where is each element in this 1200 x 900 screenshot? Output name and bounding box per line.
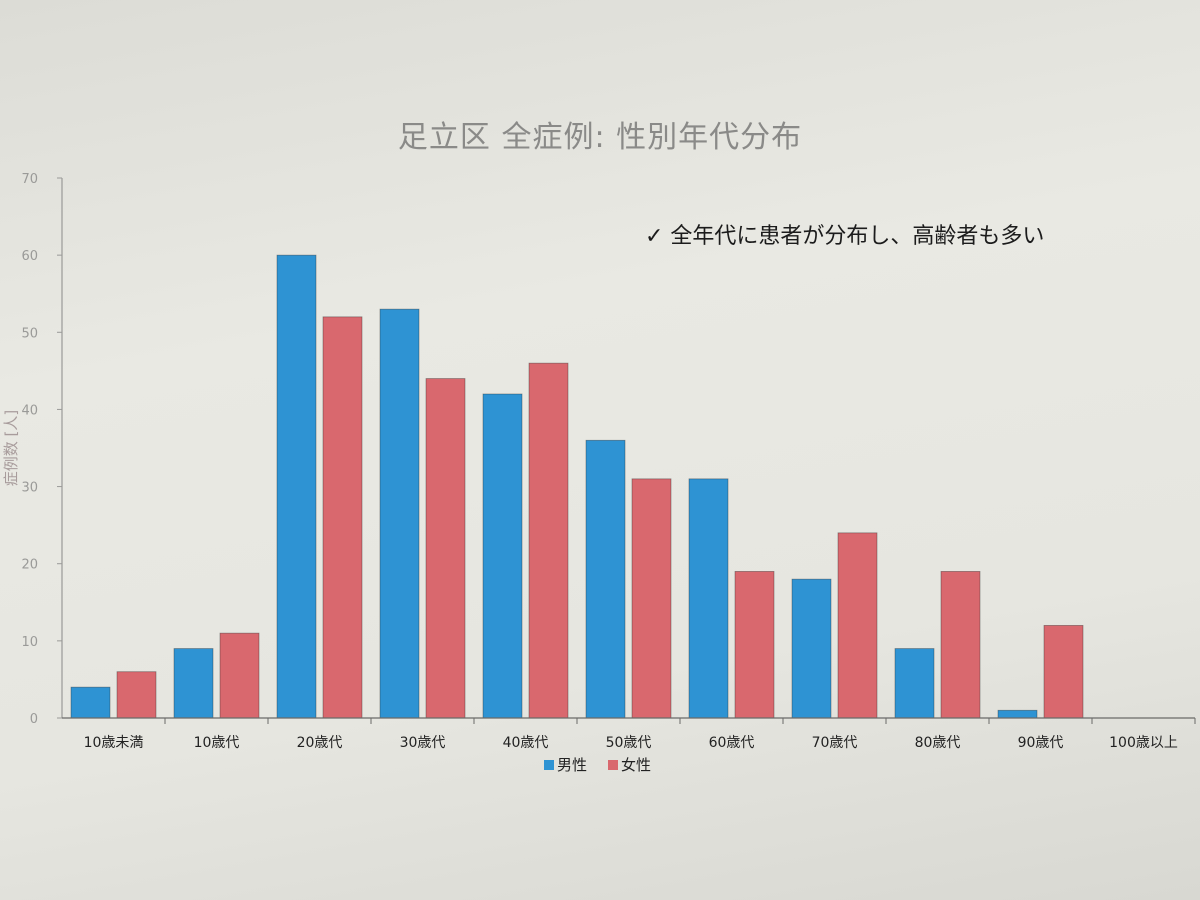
y-tick-label: 40 [21,403,38,418]
x-tick-label: 100歳以上 [1109,735,1178,751]
legend-swatch [544,760,554,770]
bar-male [791,578,832,719]
x-tick-label: 40歳代 [503,735,549,751]
bar-female [734,571,775,719]
x-tick-label: 30歳代 [400,735,446,751]
x-tick-label: 80歳代 [915,735,961,751]
bar-male [482,393,523,719]
bar-male [173,648,214,719]
y-tick-label: 0 [30,712,38,727]
x-tick-label: 90歳代 [1018,735,1064,751]
bar-female [219,632,260,719]
bar-female [837,532,878,719]
bar-female [322,316,363,719]
x-tick-label: 60歳代 [709,735,755,751]
legend-label: 女性 [621,756,651,774]
legend-layer: 男性 女性 [544,756,651,774]
bar-female [940,571,981,719]
bars-layer [70,254,1084,719]
y-tick-label: 50 [21,326,38,341]
chart-title: 足立区 全症例: 性別年代分布 [397,120,803,155]
bar-male [688,478,729,719]
bar-female [528,362,569,719]
bar-female [116,671,157,719]
y-tick-label: 10 [21,635,38,650]
bar-male [276,254,317,719]
bar-male [894,648,935,719]
x-tick-label: 10歳代 [194,735,240,751]
bar-male [70,686,111,719]
y-tick-label: 60 [21,249,38,264]
x-tick-label: 70歳代 [812,735,858,751]
axes-layer: 0 10 20 30 40 50 60 70 症例数 [人] 10歳未満 10歳代 20歳代 30歳代 4… [2,172,1196,751]
bar-female [631,478,672,719]
chart-annotation: ✓ 全年代に患者が分布し、高齢者も多い [645,224,1045,249]
bar-male [585,439,626,719]
legend-label: 男性 [557,756,587,774]
x-tick-label: 10歳未満 [84,735,144,751]
x-tick-label: 20歳代 [297,735,343,751]
x-tick-label: 50歳代 [606,735,652,751]
y-axis-label: 症例数 [人] [2,410,20,486]
y-tick-label: 30 [21,481,38,496]
bar-male [997,709,1038,719]
bar-female [1043,625,1084,719]
y-tick-label: 20 [21,558,38,573]
bar-female [425,378,466,719]
bar-male [379,308,420,719]
y-tick-label: 70 [21,172,38,187]
legend-swatch [608,760,618,770]
